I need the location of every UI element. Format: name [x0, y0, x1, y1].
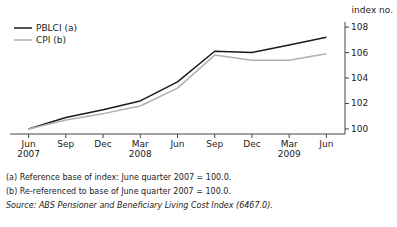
x-tick-label-line: Dec — [243, 139, 260, 149]
x-tick-label-line: 2009 — [278, 149, 301, 159]
x-tick-label: Jun2007 — [17, 139, 40, 159]
y-tick — [345, 27, 349, 28]
footnote: (b) Re-referenced to base of June quarte… — [6, 187, 231, 196]
x-tick — [326, 134, 327, 138]
chart: 100102104106108index no.Jun2007SepDecMar… — [0, 0, 397, 227]
y-tick-label: 102 — [351, 98, 368, 108]
legend-label: PBLCI (a) — [36, 23, 77, 33]
x-tick-label: Dec — [94, 139, 111, 149]
x-tick-label-line: Mar — [132, 139, 149, 149]
x-tick-label-line: Sep — [206, 139, 223, 149]
x-tick — [251, 134, 252, 138]
x-tick — [103, 134, 104, 138]
x-tick-label-line: Dec — [94, 139, 111, 149]
x-tick — [65, 134, 66, 138]
y-tick — [345, 78, 349, 79]
x-tick-label: Mar2008 — [129, 139, 152, 159]
footnote: Source: ABS Pensioner and Beneficiary Li… — [6, 201, 273, 210]
x-tick — [177, 134, 178, 138]
x-tick — [28, 134, 29, 138]
plot-area — [29, 37, 327, 129]
x-tick-label-line: Jun — [21, 139, 36, 149]
series-line — [29, 54, 327, 129]
x-tick-label-line: Jun — [318, 139, 333, 149]
x-tick-label: Dec — [243, 139, 260, 149]
x-tick — [140, 134, 141, 138]
legend-swatch — [14, 39, 32, 41]
y-tick — [345, 128, 349, 129]
x-tick-label-line: 2008 — [129, 149, 152, 159]
x-tick-label: Jun — [318, 139, 333, 149]
y-tick — [345, 103, 349, 104]
x-tick-label-line: Jun — [169, 139, 184, 149]
x-tick-label-line: 2007 — [17, 149, 40, 159]
y-tick-label: 108 — [351, 22, 368, 32]
x-tick-label-line: Mar — [281, 139, 298, 149]
y-tick-label: 104 — [351, 73, 368, 83]
x-tick-label: Mar2009 — [278, 139, 301, 159]
legend-swatch — [14, 27, 32, 29]
x-tick — [214, 134, 215, 138]
x-tick-label-line: Sep — [57, 139, 74, 149]
y-tick — [345, 52, 349, 53]
y-tick-label: 106 — [351, 48, 368, 58]
y-axis-label: index no. — [352, 5, 393, 15]
legend: PBLCI (a) CPI (b) — [14, 23, 77, 45]
footnote: (a) Reference base of index: June quarte… — [6, 173, 231, 182]
x-tick-label: Sep — [57, 139, 74, 149]
x-tick-label: Sep — [206, 139, 223, 149]
legend-label: CPI (b) — [36, 35, 66, 45]
y-tick-label: 100 — [351, 124, 368, 134]
series-line — [29, 37, 327, 129]
x-tick — [289, 134, 290, 138]
x-tick-label: Jun — [169, 139, 184, 149]
